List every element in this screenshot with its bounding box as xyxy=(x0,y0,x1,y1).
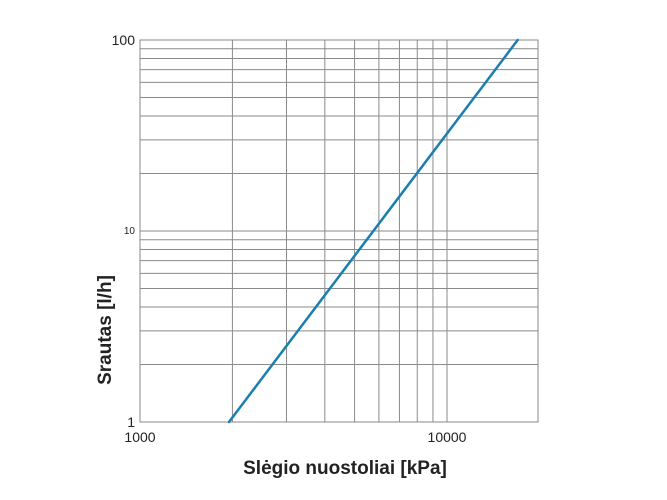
series-line xyxy=(227,38,519,424)
y-tick-label: 10 xyxy=(124,226,136,237)
plot-frame xyxy=(139,39,539,423)
x-tick-label: 10000 xyxy=(428,429,467,445)
series-group xyxy=(227,38,519,424)
y-tick-label: 1 xyxy=(127,414,135,430)
x-axis-title: Slėgio nuostoliai [kPa] xyxy=(243,458,447,479)
x-tick-label: 1000 xyxy=(124,429,155,445)
tick-labels: 1000 10000 1 10 100 xyxy=(112,32,467,445)
grid xyxy=(139,39,538,423)
y-tick-label: 100 xyxy=(112,32,136,48)
y-axis-title: Srautas [l/h] xyxy=(95,275,116,385)
